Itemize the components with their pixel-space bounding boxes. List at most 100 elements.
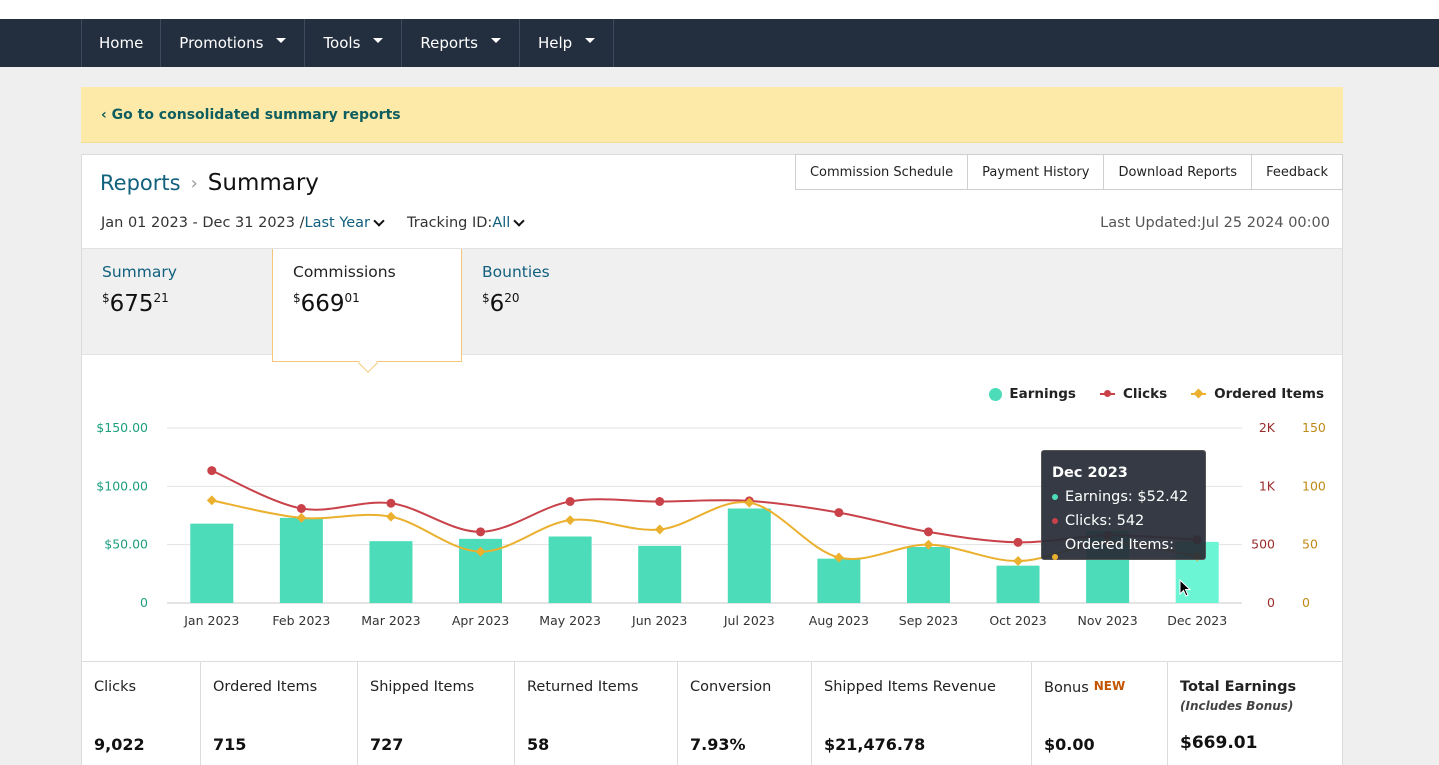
stat-bonus-value: $0.00 [1044, 735, 1095, 754]
main-nav: Home Promotions Tools Reports Help [81, 19, 615, 67]
tooltip-clicks-row: Clicks: 542 [1052, 509, 1195, 533]
tooltip-earnings-row: Earnings: $52.42 [1052, 485, 1195, 509]
earnings-bar [190, 523, 234, 603]
clicks-point [923, 527, 933, 537]
tracking-id-selector[interactable]: All [492, 215, 511, 231]
stats-row: Clicks 9,022 Ordered Items 715 Shipped I… [82, 661, 1342, 765]
stat-total-earnings-note: (Includes Bonus) [1180, 699, 1294, 713]
caret-down-icon [585, 38, 596, 43]
x-tick-label: Apr 2023 [452, 613, 509, 628]
legend-ordered-items-label: Ordered Items [1214, 386, 1324, 402]
x-tick-label: Sep 2023 [899, 613, 958, 628]
chevron-down-icon[interactable] [373, 214, 385, 227]
tooltip-ordered-row: Ordered Items: 40 [1052, 533, 1195, 581]
earnings-bar [279, 517, 323, 603]
stat-shipped-revenue-value: $21,476.78 [824, 735, 926, 754]
x-tick-label: Aug 2023 [809, 613, 869, 628]
x-tick-label: Nov 2023 [1078, 613, 1138, 628]
nav-promotions[interactable]: Promotions [161, 19, 306, 67]
stat-ordered-items-value: 715 [213, 735, 247, 754]
stat-clicks-value: 9,022 [94, 735, 145, 754]
consolidated-summary-link[interactable]: ‹ Go to consolidated summary reports [101, 106, 401, 123]
legend-clicks-label: Clicks [1122, 386, 1168, 402]
nav-tools[interactable]: Tools [305, 19, 403, 67]
stat-ordered-items: Ordered Items 715 [201, 662, 358, 765]
ordered-items-point [565, 515, 576, 526]
tile-bounties[interactable]: Bounties $620 [462, 249, 652, 355]
breadcrumb-reports-link[interactable]: Reports [100, 171, 181, 195]
download-reports-button[interactable]: Download Reports [1104, 154, 1253, 190]
tile-summary-value: $67521 [102, 291, 169, 317]
chevron-down-icon[interactable] [513, 214, 525, 227]
report-links: Commission Schedule Payment History Down… [794, 154, 1343, 190]
y-tick-label-right-clicks: 2K [1259, 420, 1276, 435]
commission-schedule-button[interactable]: Commission Schedule [794, 154, 969, 190]
mouse-cursor-icon [1179, 579, 1192, 597]
nav-reports[interactable]: Reports [402, 19, 520, 67]
breadcrumb-separator-icon: › [190, 172, 198, 194]
tile-commissions[interactable]: Commissions $66901 [272, 249, 462, 373]
ordered-items-point [654, 524, 665, 535]
nav-home[interactable]: Home [82, 19, 162, 67]
y-tick-label-left: $150.00 [96, 420, 148, 435]
x-tick-label: Jul 2023 [723, 613, 775, 628]
y-tick-label-right-ordered: 100 [1302, 478, 1326, 493]
ordered-items-point [923, 539, 934, 550]
y-tick-label-left: $100.00 [96, 478, 148, 493]
tile-summary[interactable]: Summary $67521 [82, 249, 272, 355]
earnings-chart: $150.00 2K 150$100.00 1K 100$50.00 500 500 0 0Ja… [96, 420, 1326, 628]
tile-bounties-value: $620 [482, 291, 520, 317]
date-range: Jan 01 2023 - Dec 31 2023 / [101, 215, 305, 231]
payment-history-button[interactable]: Payment History [968, 154, 1105, 190]
clicks-point [207, 466, 217, 476]
stat-shipped-items-value: 727 [370, 735, 404, 754]
period-selector[interactable]: Last Year [304, 215, 371, 231]
ordered-items-point [386, 511, 396, 522]
legend-clicks[interactable]: Clicks [1099, 386, 1168, 402]
nav-help-label: Help [537, 34, 573, 52]
feedback-button[interactable]: Feedback [1252, 154, 1343, 190]
y-tick-label-right-clicks: 1K [1259, 478, 1276, 493]
active-tile-pointer [358, 353, 378, 373]
x-tick-label: Mar 2023 [361, 613, 420, 628]
x-tick-label: Jun 2023 [631, 613, 687, 628]
y-tick-label-right-ordered: 50 [1302, 537, 1318, 552]
y-tick-label-right-ordered: 0 [1302, 595, 1310, 610]
clicks-point [834, 508, 844, 518]
summary-tiles: Summary $67521 Commissions $66901 Bounti… [82, 248, 1342, 373]
earnings-dot-icon [989, 387, 1003, 401]
earnings-bar [369, 541, 413, 603]
summary-card: Reports › Summary Commission Schedule Pa… [81, 154, 1343, 765]
legend-earnings[interactable]: Earnings [989, 386, 1076, 402]
ordered-bullet-icon [1052, 554, 1058, 560]
clicks-bullet-icon [1052, 518, 1058, 524]
earnings-bar [906, 547, 950, 603]
legend-earnings-label: Earnings [1009, 386, 1076, 402]
y-tick-label-right-ordered: 150 [1302, 420, 1326, 435]
tile-summary-label: Summary [102, 263, 177, 281]
stat-total-earnings: Total Earnings (Includes Bonus) $669.01 [1168, 662, 1342, 765]
caret-down-icon [490, 38, 501, 43]
clicks-point [1013, 537, 1023, 547]
clicks-point [296, 504, 306, 513]
legend-ordered-items[interactable]: Ordered Items [1191, 386, 1324, 402]
stat-bonus: Bonus NEW $0.00 [1032, 662, 1168, 765]
earnings-bar [548, 536, 592, 603]
last-updated: Last Updated:Jul 25 2024 00:00 [1100, 215, 1330, 231]
tile-commissions-value: $66901 [293, 291, 360, 317]
stat-clicks: Clicks 9,022 [82, 662, 201, 765]
chart-tooltip: Dec 2023 Earnings: $52.42 Clicks: 542 Or… [1041, 450, 1206, 577]
stat-total-earnings-value: $669.01 [1180, 733, 1258, 753]
earnings-bar [638, 545, 682, 603]
earnings-bar [996, 565, 1040, 603]
stat-shipped-revenue: Shipped Items Revenue $21,476.78 [812, 662, 1032, 765]
x-tick-label: Feb 2023 [272, 613, 330, 628]
breadcrumb: Reports › Summary [100, 169, 319, 197]
x-tick-label: May 2023 [539, 613, 601, 628]
stat-returned-items: Returned Items 58 [515, 662, 678, 765]
clicks-line [211, 469, 1198, 544]
y-tick-label-right-clicks: 500 [1251, 537, 1275, 552]
earnings-bar [727, 508, 771, 603]
ordered-items-point [833, 552, 844, 563]
nav-help[interactable]: Help [520, 19, 615, 67]
